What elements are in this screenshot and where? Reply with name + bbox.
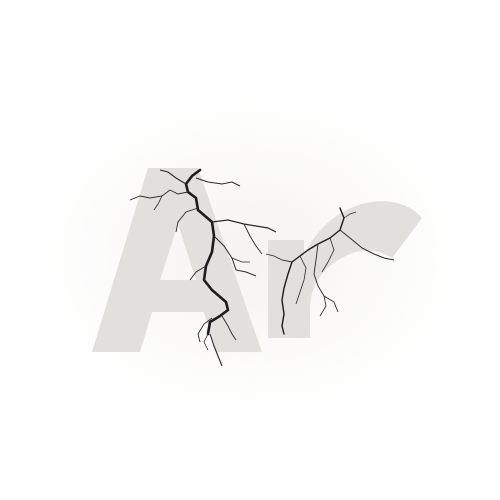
- crack-branch: [295, 255, 307, 305]
- crack-branch: [339, 229, 395, 261]
- crack-branch: [243, 223, 263, 255]
- crack-r-main: [281, 207, 345, 335]
- crack-branch: [321, 237, 335, 273]
- crack-branch: [211, 219, 277, 233]
- crack-branch: [265, 253, 293, 263]
- letter-a-shape: [92, 168, 262, 352]
- crack-branch: [343, 211, 357, 219]
- crack-branch: [319, 295, 327, 317]
- crack-branch: [189, 265, 207, 281]
- crack-branch: [213, 235, 257, 277]
- crack-branch: [197, 317, 213, 343]
- crack-branch: [153, 195, 163, 211]
- crack-branch: [195, 177, 241, 187]
- crack-main: [184, 168, 230, 336]
- crack-branch: [203, 333, 209, 351]
- crack-branch: [221, 315, 237, 341]
- crack-branch: [175, 207, 199, 233]
- logo-glow: [30, 90, 470, 420]
- crack-branch: [209, 333, 223, 367]
- letter-r-shape: [268, 201, 422, 338]
- crack-branch: [159, 169, 187, 185]
- crack-branch: [231, 257, 250, 263]
- crack-branch: [313, 243, 339, 313]
